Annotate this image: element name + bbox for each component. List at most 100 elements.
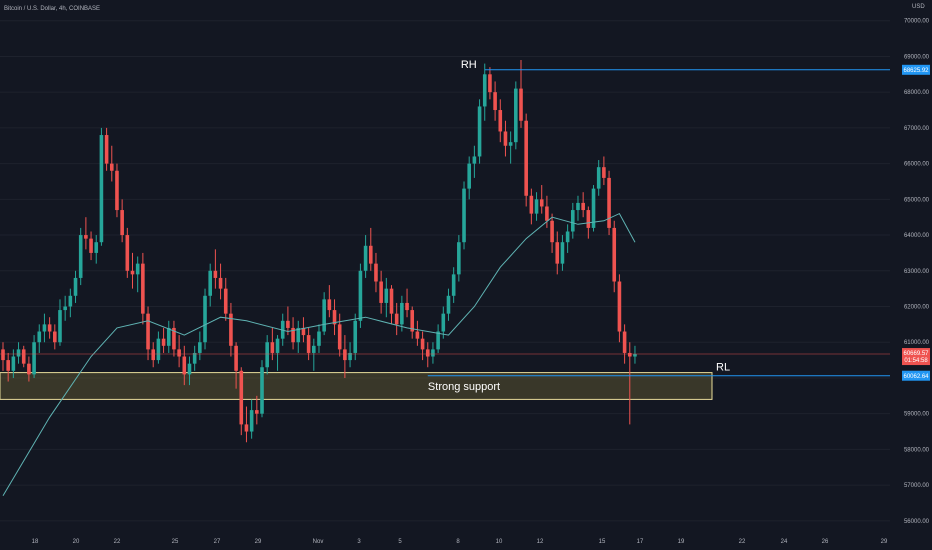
candle-body [571, 210, 575, 232]
candle-body [260, 367, 264, 414]
candle-body [477, 106, 482, 157]
x-tick-label: 8 [456, 539, 460, 545]
candle-body [322, 299, 326, 332]
candle-body [389, 288, 394, 314]
candle-body [208, 270, 212, 296]
x-tick-label: 22 [739, 539, 746, 545]
candle-body [332, 310, 337, 325]
candle-body [327, 299, 332, 311]
candle-body [21, 349, 26, 364]
candle-body [32, 342, 36, 375]
candle-body [462, 188, 466, 243]
candle-body [296, 327, 301, 343]
candle-body [109, 163, 114, 171]
candle-body [337, 324, 342, 350]
x-tick-label: 12 [537, 539, 544, 545]
candle-body [244, 424, 249, 432]
y-tick-label: 57000.00 [904, 483, 930, 489]
levels: RH RL [0, 59, 890, 377]
candle-body [47, 324, 52, 332]
x-tick-label: 24 [781, 539, 788, 545]
price-axis: 56000.0057000.0058000.0059000.0060000.00… [902, 19, 930, 525]
candle-body [120, 210, 124, 236]
candle-body [73, 277, 78, 296]
x-tick-label: 18 [32, 539, 39, 545]
candle-body [229, 313, 233, 346]
rh-price-tag-bg [902, 64, 930, 75]
candle-body [488, 74, 492, 93]
candle-body [493, 92, 497, 111]
candle-body [617, 281, 622, 332]
candle-body [498, 110, 503, 132]
candle-body [358, 270, 363, 321]
candle-body [457, 242, 461, 275]
candle-body [368, 245, 373, 264]
candle-body [451, 274, 456, 296]
x-tick-label: 29 [255, 539, 262, 545]
candle-body [374, 263, 378, 282]
candle-body [612, 227, 617, 282]
candle-body [291, 327, 295, 343]
y-tick-label: 69000.00 [904, 54, 930, 60]
candle-body [161, 338, 166, 346]
candle-body [58, 310, 62, 343]
candle-body [312, 345, 316, 353]
candle-body [223, 288, 228, 314]
candle-body [213, 270, 218, 278]
candle-body [99, 135, 104, 243]
rh-price-tag: 68625.92 [903, 68, 929, 74]
candle-body [348, 352, 352, 361]
candle-body [472, 156, 477, 164]
candle-body [633, 354, 637, 357]
candle-body [560, 242, 565, 264]
rh-label: RH [461, 59, 477, 71]
candle-body [172, 327, 176, 350]
candle-body [379, 281, 383, 303]
candle-body [78, 235, 83, 278]
candle-body [524, 120, 528, 196]
y-tick-label: 64000.00 [904, 233, 930, 239]
candle-body [317, 331, 321, 346]
candle-body [519, 88, 523, 121]
candle-body [420, 338, 425, 350]
candle-body [84, 235, 88, 239]
candle-body [63, 306, 67, 311]
time-axis: 18 20 22 25 27 29 Nov 3 5 8 10 12 15 17 19 22 24 26 29 [32, 539, 888, 545]
x-tick-label: 5 [398, 539, 402, 545]
candle-body [130, 270, 135, 275]
candle-body [16, 349, 21, 357]
candle-body [576, 202, 580, 211]
candle-body [27, 363, 31, 375]
x-tick-label: 26 [822, 539, 829, 545]
candle-body [301, 327, 306, 336]
candle-body [104, 135, 109, 164]
symbol-title: Bitcoin / U.S. Dollar, 4h, COINBASE [4, 6, 101, 12]
candle-body [467, 163, 471, 189]
candle-body [508, 142, 513, 146]
candle-body [239, 370, 244, 425]
y-tick-label: 68000.00 [904, 90, 930, 96]
candle-body [135, 263, 140, 275]
rl-price-tag-bg [902, 370, 930, 381]
candle-body [607, 177, 611, 228]
ma-line [2, 212, 636, 497]
candle-body [565, 231, 570, 243]
candle-body [514, 88, 518, 143]
x-tick-label: 19 [678, 539, 685, 545]
candle-body [182, 356, 187, 375]
candle-body [151, 349, 156, 361]
candle-body [394, 313, 399, 325]
candle-body [441, 313, 446, 332]
y-tick-label: 70000.00 [904, 19, 930, 25]
candle-body [622, 331, 627, 353]
x-tick-label: 17 [637, 539, 644, 545]
support-zone-label: Strong support [428, 381, 500, 393]
candle-body [146, 313, 150, 350]
candle-body [270, 342, 275, 353]
support-zone-box[interactable] [0, 372, 713, 400]
x-tick-label: Nov [313, 539, 324, 545]
moving-average [2, 212, 636, 497]
x-tick-label: 27 [214, 539, 221, 545]
candle-body [141, 263, 145, 314]
